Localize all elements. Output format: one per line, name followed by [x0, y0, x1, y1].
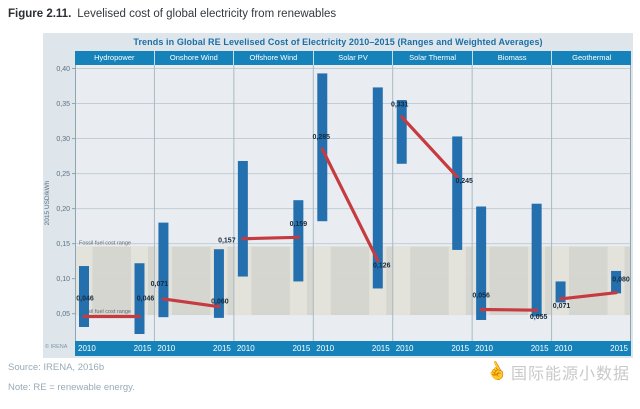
- avg-label-2015: 0,080: [612, 277, 630, 284]
- year-label-2010: 2010: [316, 344, 335, 353]
- x-axis-band: 2010 2015 2010 2015 2010 2015 2010 2015 2010 2015…: [75, 341, 631, 356]
- year-label-2010: 2010: [236, 344, 255, 353]
- range-bar-2015: [372, 87, 383, 289]
- watermark-text: 国际能源小数据: [510, 364, 630, 383]
- range-bar-2010: [317, 73, 328, 222]
- range-bar-2015: [293, 200, 304, 282]
- avg-label-2015: 0,055: [530, 314, 548, 321]
- ytick-label: 0,25: [56, 171, 70, 178]
- fossil-band-label-top: Fossil fuel cost range: [79, 240, 131, 246]
- category-header-hydropower: Hydropower: [75, 51, 155, 65]
- ytick-label: 0,20: [56, 206, 70, 213]
- year-label-2010: 2010: [78, 344, 96, 353]
- fossil-band-stripe: [448, 246, 466, 316]
- irena-copyright: © IRENA: [45, 344, 68, 350]
- category-header-biomass: Biomass: [473, 51, 553, 65]
- x-axis-cell-biomass: 2010 2015: [472, 341, 551, 356]
- x-axis-cell-onshore-wind: 2010 2015: [154, 341, 233, 356]
- avg-label-2010: 0,046: [76, 295, 94, 302]
- year-label-2010: 2010: [554, 344, 573, 353]
- weighted-average-line: [400, 115, 459, 179]
- year-label-2015: 2015: [610, 344, 628, 353]
- chart-title: Trends in Global RE Levelised Cost of El…: [133, 37, 543, 47]
- figure-label: Figure 2.11.: [8, 8, 72, 20]
- watermark: ☝ 国际能源小数据: [482, 358, 630, 385]
- ytick-label: 0,05: [56, 311, 70, 318]
- range-bar-2015: [213, 249, 224, 318]
- range-bar-2015: [611, 270, 622, 294]
- year-label-2010: 2010: [475, 344, 493, 353]
- figure-caption: Figure 2.11. Levelised cost of global ele…: [8, 8, 336, 20]
- x-axis-cell-offshore-wind: 2010 2015: [234, 341, 313, 356]
- weighted-average-line: [479, 307, 539, 312]
- range-bar-2010: [555, 281, 566, 303]
- category-header-row: Hydropower Onshore Wind Offshore Wind Solar…: [75, 51, 631, 65]
- ytick-label: 0,35: [56, 101, 70, 108]
- y-axis-title: 2015 USD/kWh: [44, 180, 51, 225]
- year-label-2015: 2015: [292, 344, 311, 353]
- x-axis-cell-solar-thermal: 2010 2015: [393, 341, 472, 356]
- year-label-2010: 2010: [157, 344, 176, 353]
- avg-label-2010: 0,056: [472, 292, 490, 299]
- x-axis-cell-hydropower: 2010 2015: [75, 341, 154, 356]
- weighted-average-line: [320, 147, 380, 263]
- avg-label-2010: 0,285: [313, 134, 331, 141]
- avg-label-2010: 0,071: [151, 281, 169, 288]
- year-label-2015: 2015: [451, 344, 470, 353]
- year-label-2015: 2015: [530, 344, 549, 353]
- avg-label-2015: 0,126: [373, 262, 391, 269]
- category-header-offshore-wind: Offshore Wind: [234, 51, 314, 65]
- category-header-geothermal: Geothermal: [572, 53, 612, 62]
- ytick-label: 0,15: [56, 241, 70, 248]
- year-label-2015: 2015: [371, 344, 390, 353]
- note-text: Note: RE = renewable energy.: [8, 382, 135, 393]
- avg-label-2010: 0,331: [391, 102, 409, 109]
- ytick-label: 0,30: [56, 136, 70, 143]
- category-header-solar-pv: Solar PV: [314, 51, 394, 65]
- plot-area: Fossil fuel cost range Fossil fuel cost r…: [44, 65, 631, 341]
- x-axis-cell-geothermal: 2010 2015: [552, 341, 631, 356]
- fossil-band-label-bottom: Fossil fuel cost range: [79, 309, 131, 315]
- x-axis-cell-solar-pv: 2010 2015: [313, 341, 392, 356]
- range-bar-2015: [531, 203, 542, 317]
- weighted-average-line: [161, 297, 221, 309]
- avg-label-2010: 0,071: [553, 303, 571, 310]
- ytick-label: 0,40: [56, 66, 70, 73]
- avg-label-2015: 0,060: [211, 299, 229, 306]
- chart-card: Trends in Global RE Levelised Cost of El…: [43, 33, 633, 358]
- year-label-2010: 2010: [395, 344, 414, 353]
- fossil-band-stripe: [313, 246, 331, 316]
- avg-label-2010: 0,157: [218, 238, 236, 245]
- range-bar-2015: [134, 263, 145, 334]
- range-bar-2010: [79, 266, 89, 327]
- lcoe-range-chart: Fossil fuel cost range Fossil fuel cost r…: [44, 65, 631, 341]
- range-bar-2015: [452, 136, 463, 250]
- year-label-2015: 2015: [213, 344, 231, 353]
- source-text: Source: IRENA, 2016b: [8, 362, 105, 373]
- weighted-average-line: [241, 235, 300, 241]
- category-header-solar-thermal: Solar Thermal: [393, 51, 473, 65]
- range-bar-2010: [396, 100, 407, 164]
- weighted-average-line: [558, 291, 618, 301]
- range-bar-2010: [237, 160, 248, 277]
- figure-caption-text: Levelised cost of global electricity fro…: [77, 8, 337, 20]
- pointing-hand-icon: ☝: [482, 358, 510, 385]
- range-bar-2010: [476, 206, 487, 320]
- fossil-band-stripe: [393, 246, 411, 316]
- ytick-label: 0,10: [56, 276, 70, 283]
- category-header-onshore-wind: Onshore Wind: [155, 51, 235, 65]
- range-bar-2010: [158, 222, 169, 318]
- avg-label-2015: 0,159: [290, 221, 308, 228]
- avg-label-2015: 0,245: [455, 178, 473, 185]
- avg-label-2015: 0,046: [137, 295, 155, 302]
- year-label-2015: 2015: [133, 344, 152, 353]
